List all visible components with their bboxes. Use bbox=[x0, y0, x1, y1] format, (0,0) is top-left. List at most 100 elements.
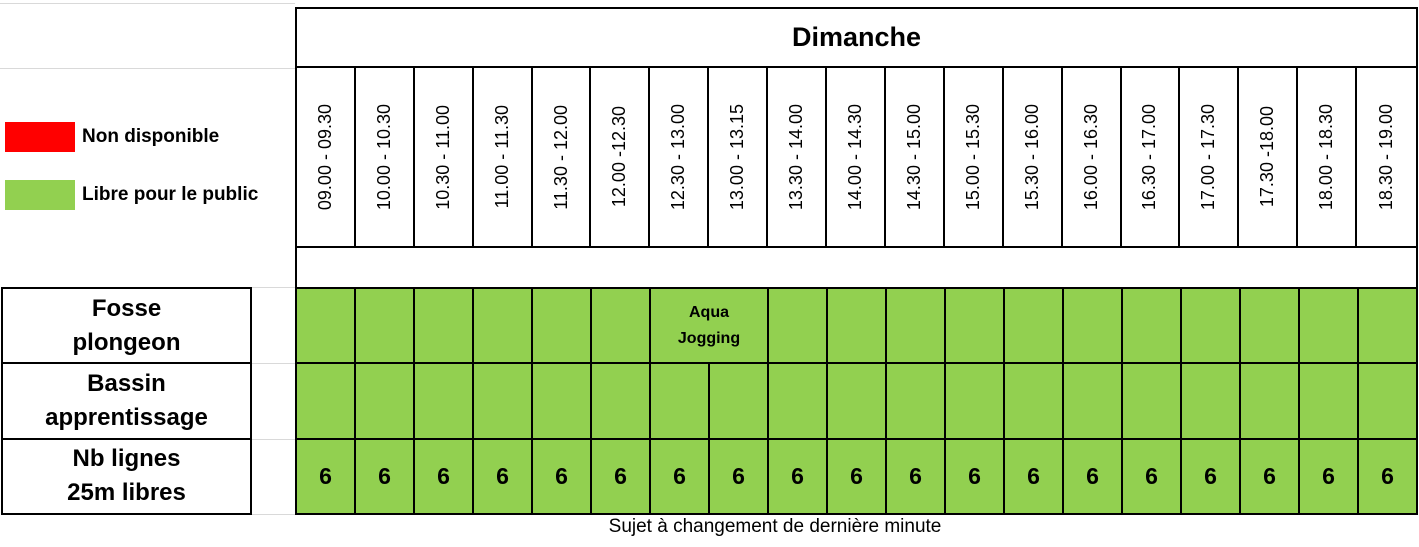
time-slot-cell: 18.30 - 19.00 bbox=[1357, 68, 1416, 246]
time-slot-cell: 13.30 - 14.00 bbox=[768, 68, 828, 246]
gridline bbox=[252, 287, 295, 288]
nb-lignes-25m-libres-cell: 6 bbox=[1358, 438, 1417, 514]
time-slot-cell: 14.30 - 15.00 bbox=[886, 68, 945, 246]
time-slot-label: 16.00 - 16.30 bbox=[1080, 103, 1101, 211]
fosse-plongeon-cell bbox=[1240, 288, 1299, 364]
time-slot-label: 10.30 - 11.00 bbox=[432, 104, 453, 210]
time-slot-label: 15.00 - 15.30 bbox=[962, 103, 983, 211]
lane-count-value: 6 bbox=[614, 462, 627, 489]
bassin-apprentissage-cell bbox=[1358, 363, 1417, 439]
lane-count-value: 6 bbox=[732, 462, 745, 489]
time-slot-cell: 11.30 - 12.00 bbox=[533, 68, 592, 246]
time-slot-cell: 12.30 - 13.00 bbox=[650, 68, 710, 246]
time-slot-cell: 16.00 - 16.30 bbox=[1063, 68, 1122, 246]
legend-label: Non disponible bbox=[82, 126, 220, 147]
lane-count-value: 6 bbox=[496, 462, 509, 489]
nb-lignes-25m-libres-cell: 6 bbox=[886, 438, 945, 514]
activity-label: Jogging bbox=[677, 329, 741, 347]
time-slot-cell: 10.00 - 10.30 bbox=[356, 68, 415, 246]
bassin-apprentissage-cell bbox=[591, 363, 650, 439]
bassin-apprentissage-cell bbox=[296, 363, 355, 439]
row-label-table: Fosse plongeon Bassin apprentissage Nb l… bbox=[1, 287, 252, 515]
lane-count-value: 6 bbox=[1027, 462, 1040, 489]
nb-lignes-25m-libres-cell: 6 bbox=[1122, 438, 1181, 514]
time-slot-cell: 17.00 - 17.30 bbox=[1180, 68, 1240, 246]
bassin-apprentissage-cell bbox=[886, 363, 945, 439]
nb-lignes-25m-libres-cell: 6 bbox=[1240, 438, 1299, 514]
schedule-grid: Aqua Jogging 6 6 6 6 6 6 6 6 6 6 6 6 6 6 6 6 6 6 6 bbox=[295, 287, 1418, 515]
lane-count-value: 6 bbox=[968, 462, 981, 489]
nb-lignes-25m-libres-cell: 6 bbox=[1063, 438, 1122, 514]
legend-label: Libre pour le public bbox=[82, 184, 259, 205]
time-slot-cell: 17.30 -18.00 bbox=[1239, 68, 1299, 246]
time-slot-label: 10.00 - 10.30 bbox=[373, 103, 394, 211]
nb-lignes-25m-libres-cell: 6 bbox=[1004, 438, 1063, 514]
lane-count-value: 6 bbox=[1263, 462, 1276, 489]
nb-lignes-25m-libres-cell: 6 bbox=[1181, 438, 1240, 514]
bassin-apprentissage-cell bbox=[1240, 363, 1299, 439]
fosse-plongeon-cell bbox=[1004, 288, 1063, 364]
bassin-apprentissage-cell bbox=[473, 363, 532, 439]
time-slot-cell: 18.00 - 18.30 bbox=[1298, 68, 1358, 246]
lane-count-value: 6 bbox=[319, 462, 332, 489]
time-slot-label: 16.30 - 17.00 bbox=[1139, 103, 1160, 211]
time-slot-label: 14.30 - 15.00 bbox=[903, 103, 924, 211]
lane-count-value: 6 bbox=[1381, 462, 1394, 489]
lane-count-value: 6 bbox=[673, 462, 686, 489]
nb-lignes-25m-libres-cell: 6 bbox=[296, 438, 355, 514]
fosse-plongeon-cell bbox=[1358, 288, 1417, 364]
gridline bbox=[252, 439, 295, 440]
lane-count-value: 6 bbox=[909, 462, 922, 489]
lane-count-value: 6 bbox=[1086, 462, 1099, 489]
row-label-line: Bassin bbox=[87, 369, 166, 397]
time-slot-label: 13.00 - 13.15 bbox=[727, 103, 748, 211]
lane-count-value: 6 bbox=[850, 462, 863, 489]
time-slot-label: 12.00 -12.30 bbox=[609, 106, 630, 208]
nb-lignes-25m-libres-cell: 6 bbox=[532, 438, 591, 514]
bassin-apprentissage-cell bbox=[768, 363, 827, 439]
time-slot-cell: 15.00 - 15.30 bbox=[945, 68, 1004, 246]
bassin-apprentissage-cell bbox=[1063, 363, 1122, 439]
time-slot-cell: 15.30 - 16.00 bbox=[1004, 68, 1063, 246]
time-slot-label: 12.30 - 13.00 bbox=[668, 103, 689, 211]
bassin-apprentissage-cell bbox=[1004, 363, 1063, 439]
fosse-plongeon-cell bbox=[355, 288, 414, 364]
lane-count-value: 6 bbox=[791, 462, 804, 489]
time-slot-label: 18.30 - 19.00 bbox=[1376, 103, 1397, 211]
bassin-apprentissage-cell bbox=[414, 363, 473, 439]
nb-lignes-25m-libres-cell: 6 bbox=[945, 438, 1004, 514]
row-label-line: apprentissage bbox=[45, 403, 208, 431]
fosse-plongeon-cell bbox=[886, 288, 945, 364]
fosse-plongeon-cell bbox=[827, 288, 886, 364]
nb-lignes-25m-libres-cell: 6 bbox=[473, 438, 532, 514]
gridline bbox=[0, 3, 295, 4]
row-label-nb-lignes: Nb lignes 25m libres bbox=[3, 440, 250, 513]
footer-note: Sujet à changement de dernière minute bbox=[608, 516, 942, 537]
lane-count-value: 6 bbox=[1145, 462, 1158, 489]
nb-lignes-25m-libres-cell: 6 bbox=[591, 438, 650, 514]
fosse-plongeon-cell bbox=[473, 288, 532, 364]
time-slot-label: 11.00 - 11.30 bbox=[491, 105, 512, 209]
fosse-plongeon-cell bbox=[768, 288, 827, 364]
time-slot-label: 15.30 - 16.00 bbox=[1021, 103, 1042, 211]
time-header-row: 09.00 - 09.30 10.00 - 10.30 10.30 - 11.00 1… bbox=[297, 68, 1416, 246]
row-label-line: 25m libres bbox=[67, 479, 186, 507]
nb-lignes-25m-libres-cell: 6 bbox=[650, 438, 709, 514]
nb-lignes-25m-libres-cell: 6 bbox=[827, 438, 886, 514]
row-label-bassin-apprentissage: Bassin apprentissage bbox=[3, 364, 250, 440]
row-label-fosse-plongeon: Fosse plongeon bbox=[3, 289, 250, 365]
day-title: Dimanche bbox=[297, 9, 1416, 68]
time-slot-label: 14.00 - 14.30 bbox=[844, 103, 865, 211]
time-slot-label: 13.30 - 14.00 bbox=[786, 103, 807, 211]
non-disponible-color-swatch bbox=[5, 122, 75, 152]
gridline bbox=[252, 363, 295, 364]
nb-lignes-25m-libres-cell: 6 bbox=[1299, 438, 1358, 514]
time-slot-cell: 16.30 - 17.00 bbox=[1122, 68, 1181, 246]
nb-lignes-25m-libres-cell: 6 bbox=[709, 438, 768, 514]
fosse-plongeon-cell bbox=[1122, 288, 1181, 364]
gridline bbox=[252, 514, 295, 515]
bassin-apprentissage-cell bbox=[1122, 363, 1181, 439]
nb-lignes-25m-libres-cell: 6 bbox=[414, 438, 473, 514]
time-slot-label: 18.00 - 18.30 bbox=[1316, 103, 1337, 211]
